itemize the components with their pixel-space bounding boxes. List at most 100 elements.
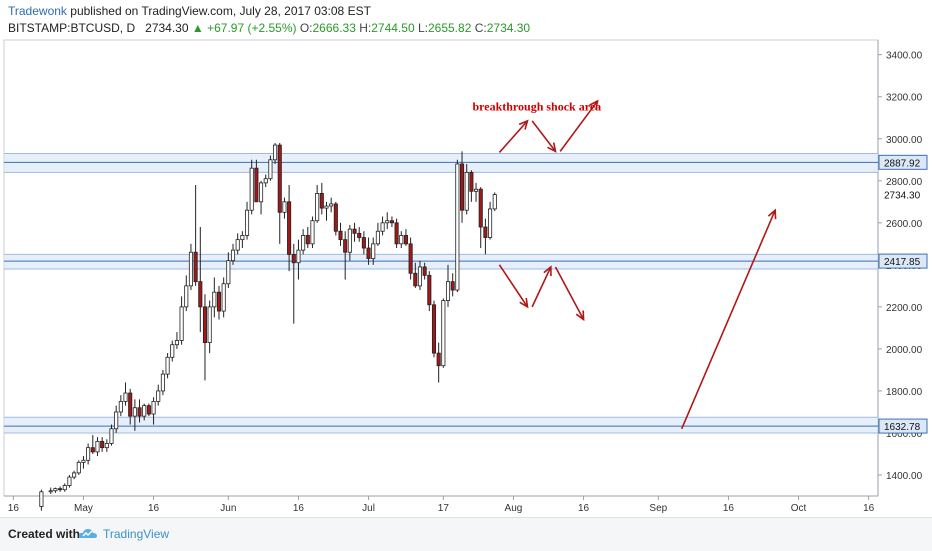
candle-body [254,167,259,203]
drawn-arrows [498,99,777,430]
candle-body [310,220,315,245]
tradingview-link[interactable]: TradingView [103,527,170,541]
candle-body [413,272,418,287]
candle-body [343,239,348,253]
low-value: 2655.82 [427,21,472,35]
candle-body [347,228,352,253]
candle-body [385,220,390,224]
candle-body [291,253,296,264]
candle-body [179,306,184,341]
candle-body [455,163,460,291]
high-value: 2744.50 [371,21,415,35]
candle-body [123,392,128,402]
close-label: C: [474,21,487,35]
candle-body [132,407,137,417]
candle-body [216,291,222,312]
candle-body [151,401,156,415]
candle-body [417,266,423,287]
arrow-shaft [680,209,776,430]
symbol-label: BITSTAMP:BTCUSD, D [8,21,136,35]
candle-body [296,249,301,264]
candle-body [464,171,469,211]
tradingview-cloud-icon [78,529,97,538]
candle-body [245,209,250,236]
candle-body [371,243,376,259]
candle-body [399,235,404,245]
candle-body [170,344,175,358]
time-tick-label: 17 [438,503,450,514]
candle-body [389,220,394,224]
time-tick-label: Jun [220,503,236,514]
candle-body [492,194,497,210]
arrow-shaft [498,120,529,153]
price-tick-label: 2800.00 [886,177,923,188]
candle-body [188,251,193,287]
candle-body [137,407,142,417]
candle-body [235,239,240,251]
candle-body [277,144,282,213]
arrow-shaft [559,100,599,152]
candle-body [114,411,119,430]
time-tick-label: 16 [578,503,590,514]
price-change: ▲ +67.97 (+2.55%) [191,21,297,35]
candle-body [104,443,109,449]
author-name[interactable]: Tradewonk [8,4,67,18]
price-marker-box [878,154,928,170]
price-marker-label: 2417.85 [884,257,921,268]
zone-band [4,153,878,173]
candle-body [142,405,147,417]
price-marker-label: 2887.92 [884,158,921,169]
candle-body [459,163,465,211]
arrow-shaft [531,120,557,152]
candle-body [488,208,493,238]
candle-body [100,440,105,449]
publish-info: Tradewonk published on TradingView.com, … [8,4,371,18]
time-tick-label: 16 [863,503,875,514]
price-tick-label: 3200.00 [886,93,923,104]
candle-body [226,260,231,285]
time-tick-label: Sep [649,503,667,514]
candle-body [361,237,366,249]
last-price: 2734.30 [145,21,189,35]
candle-body [184,285,189,308]
arrow-head [543,265,552,276]
annotation-text: breakthrough shock area [472,99,601,113]
price-marker-box [878,418,928,434]
candle-body [249,167,254,211]
support-resistance-zones [4,152,878,434]
published-text: published on TradingView.com, July 28, 2… [70,4,371,18]
price-tick-label: 2600.00 [886,219,923,230]
candle-body [474,188,479,192]
candle-body [156,390,161,402]
price-tick-label: 1600.00 [886,429,923,440]
time-tick-label: 16 [293,503,305,514]
candle-body [198,281,203,308]
candle-body [193,251,198,283]
price-tick-label: 3000.00 [886,135,923,146]
candle-body [357,232,362,238]
close-value: 2734.30 [486,21,531,35]
candle-body [67,476,72,486]
candle-body [221,283,226,312]
price-chart[interactable]: 1400.001600.001800.002000.002200.002400.… [0,0,932,517]
candle-body [436,352,441,367]
low-label: L: [417,21,428,35]
time-tick-label: 16 [148,503,160,514]
candle-body [62,485,67,491]
candle-body [445,281,451,301]
created-with-label: Created with [8,527,81,541]
candle-body [72,472,77,478]
time-axis: 16 May 16 Jun 16 Jul 17 Aug 16 Sep 16 Oct 16 [8,496,875,514]
candle-body [58,488,63,491]
time-tick-label: 16 [8,503,20,514]
price-tick-label: 3400.00 [886,51,923,62]
candle-body [329,203,334,207]
candle-body [86,447,91,461]
zone-band [4,417,878,433]
candle-body [212,291,217,308]
candle-body [483,226,488,238]
candle-body [287,201,292,255]
candle-body [375,230,380,245]
price-tick-label: 2000.00 [886,345,923,356]
candle-body [366,247,371,259]
